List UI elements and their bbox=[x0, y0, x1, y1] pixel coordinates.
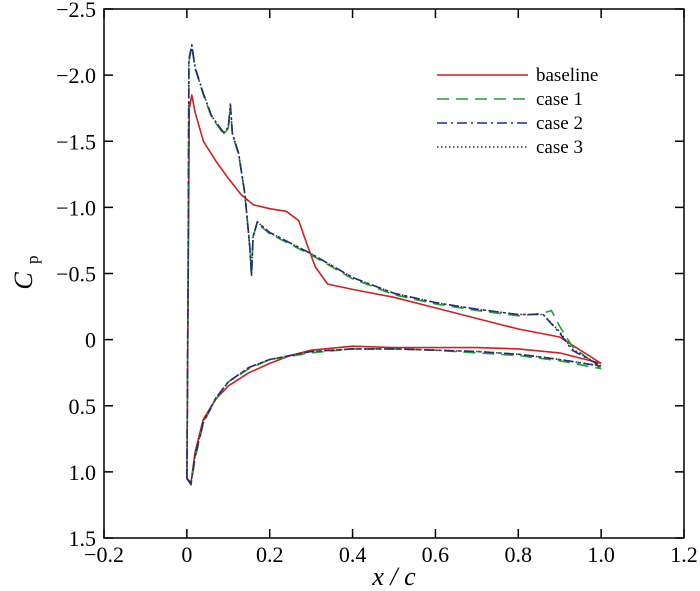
legend-label: case 1 bbox=[536, 89, 583, 110]
x-tick-label: 0.4 bbox=[339, 542, 367, 567]
axis-ticks bbox=[103, 8, 685, 539]
series-lower-line bbox=[186, 348, 602, 485]
series-upper-line bbox=[186, 94, 602, 479]
y-axis-label-subscript: p bbox=[23, 256, 42, 265]
series-upper-line bbox=[186, 45, 602, 479]
y-tick-label: −2.5 bbox=[56, 0, 96, 22]
x-tick-label: 1.2 bbox=[670, 542, 698, 567]
y-tick-label: 0.5 bbox=[69, 394, 97, 419]
y-tick-label: −1.5 bbox=[56, 129, 96, 154]
y-axis-label: C bbox=[9, 272, 38, 290]
series-case-2 bbox=[186, 43, 602, 485]
x-tick-label: −0.2 bbox=[84, 542, 124, 567]
x-tick-label: 0.2 bbox=[256, 542, 284, 567]
legend-label: case 2 bbox=[536, 113, 583, 134]
x-axis-label: x / c bbox=[371, 562, 416, 591]
series-lower-line bbox=[186, 348, 602, 485]
legend-label: baseline bbox=[536, 65, 598, 86]
legend-label: case 3 bbox=[536, 137, 583, 158]
x-tick-label: 0.6 bbox=[422, 542, 450, 567]
x-tick-label: 0 bbox=[181, 542, 192, 567]
x-tick-label: 1.0 bbox=[587, 542, 615, 567]
y-tick-label: −0.5 bbox=[56, 262, 96, 287]
series-lower-line bbox=[186, 348, 602, 486]
series-upper-line bbox=[186, 45, 602, 479]
y-tick-label: 0 bbox=[85, 328, 96, 353]
y-tick-label: 1.5 bbox=[69, 526, 97, 551]
series-case-1 bbox=[186, 45, 602, 486]
tick-labels: −0.2 0 0.2 0.4 0.6 0.8 1.0 1.2 −2.5 −2.0 −1.5 −1.0 −… bbox=[56, 0, 698, 567]
plot-frame bbox=[103, 8, 685, 539]
y-tick-label: −1.0 bbox=[56, 195, 96, 220]
series-case-3 bbox=[186, 45, 602, 485]
y-tick-label: −2.0 bbox=[56, 63, 96, 88]
legend: baseline case 1 case 2 case 3 bbox=[437, 65, 598, 158]
y-axis-label-group: C p bbox=[9, 256, 42, 290]
x-tick-label: 0.8 bbox=[505, 542, 533, 567]
y-tick-label: 1.0 bbox=[69, 460, 97, 485]
series-group bbox=[186, 43, 602, 486]
